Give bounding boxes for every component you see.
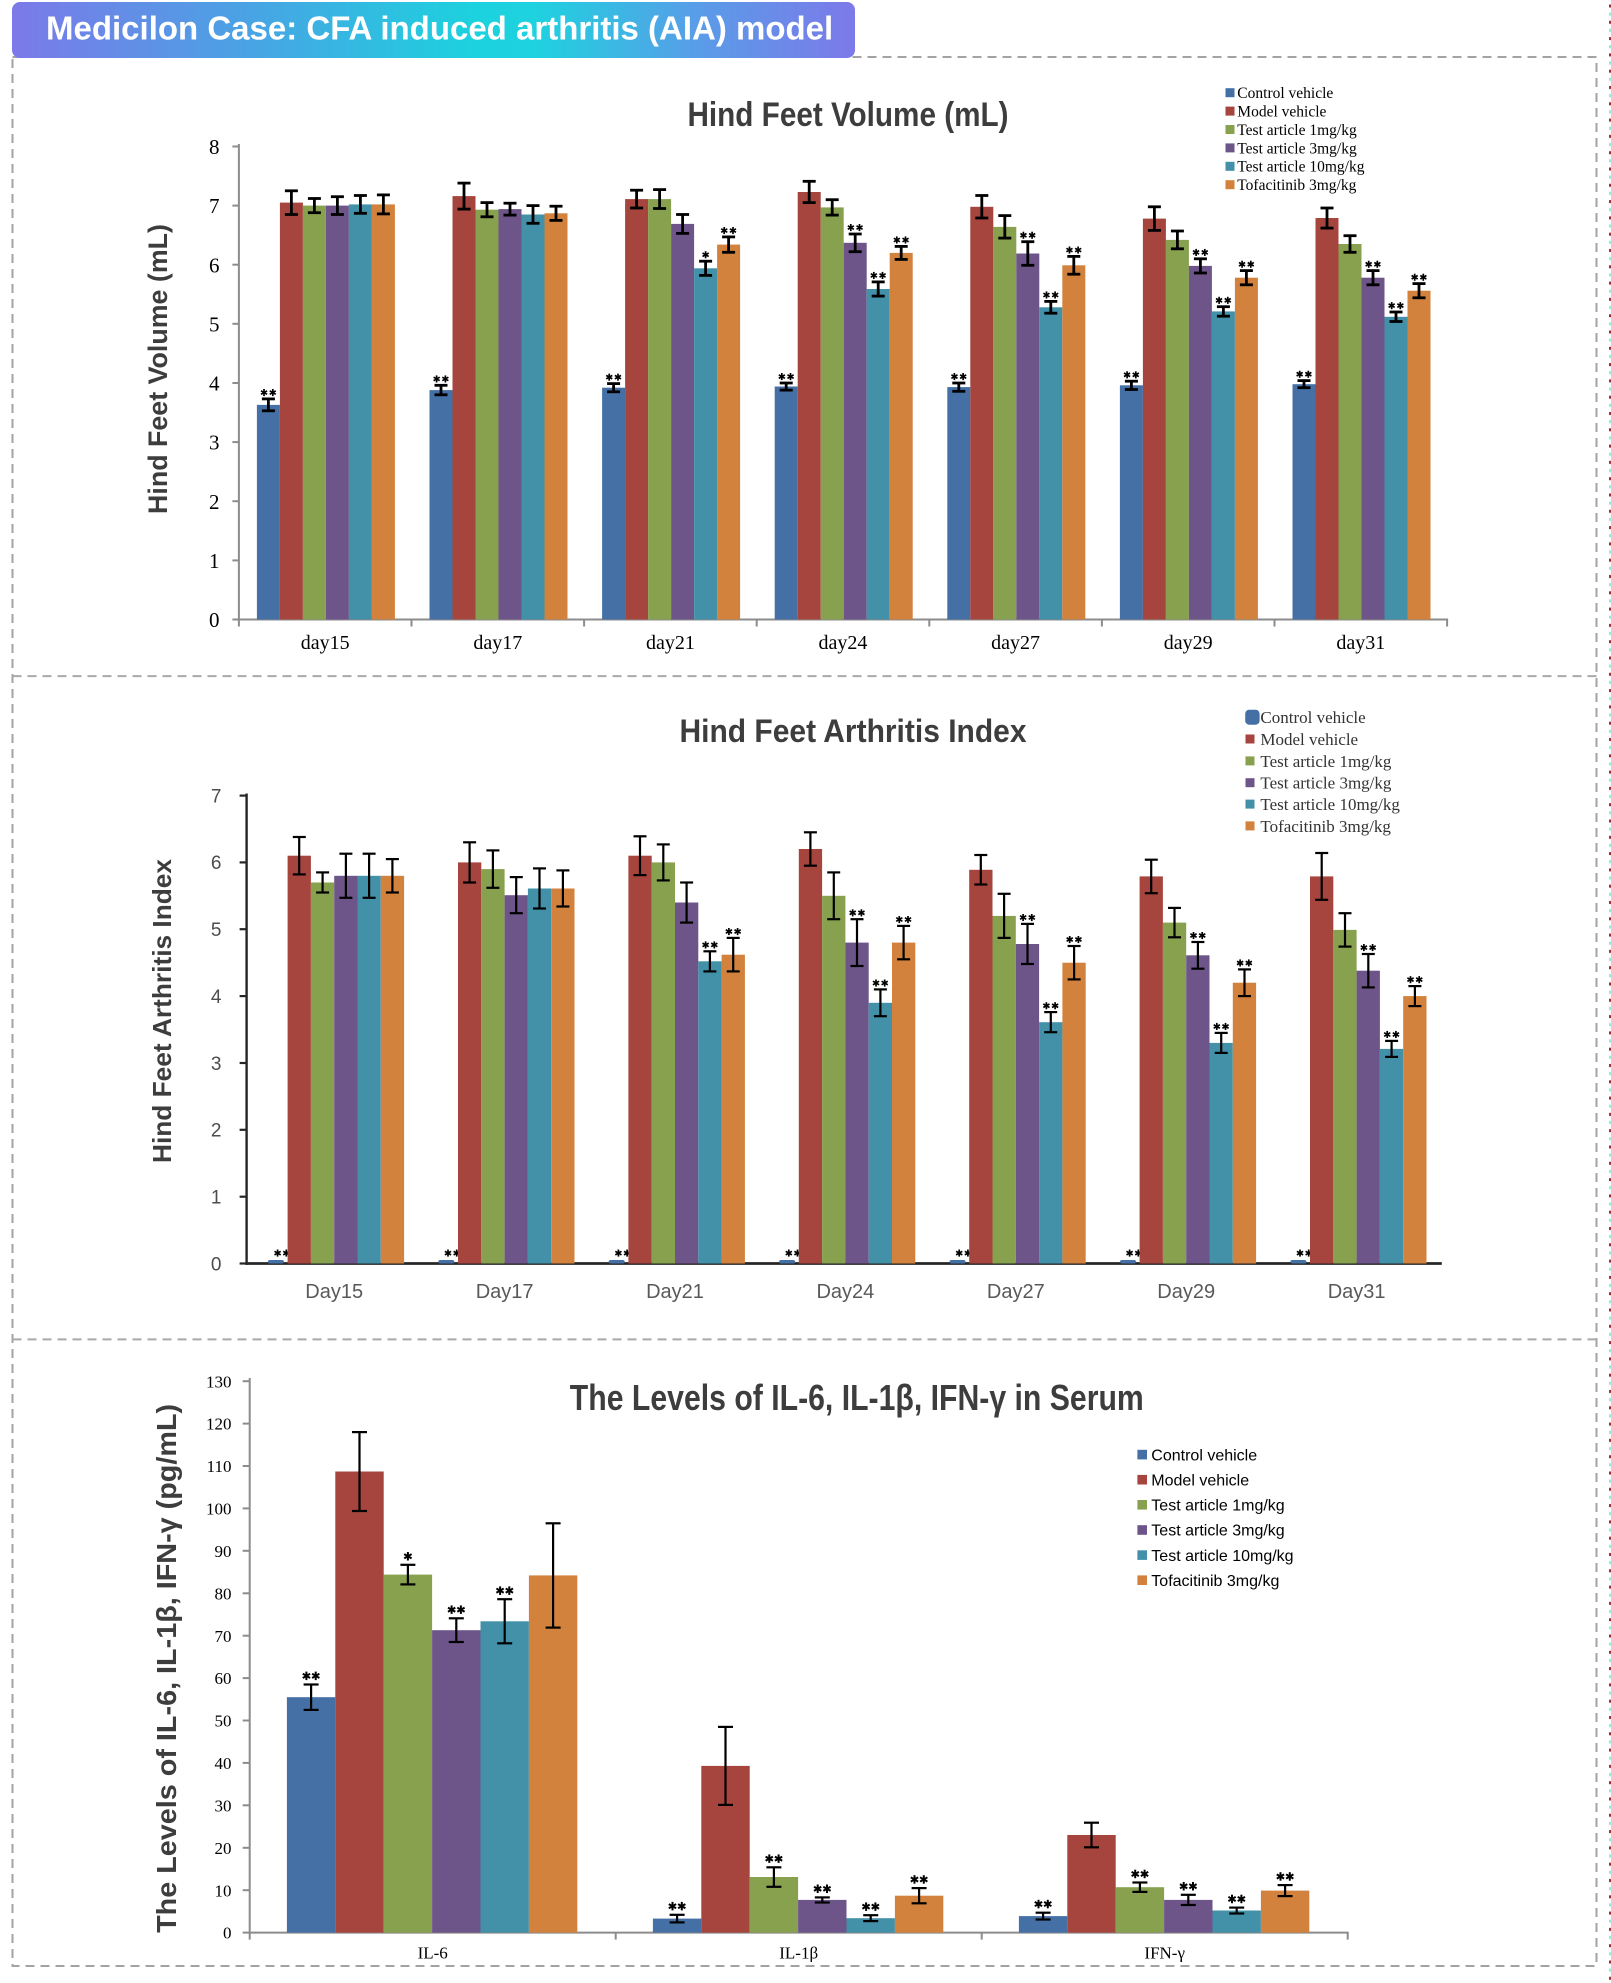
svg-text:Model vehicle: Model vehicle xyxy=(1237,104,1326,121)
svg-text:Test article 10mg/kg: Test article 10mg/kg xyxy=(1237,159,1364,176)
svg-text:0: 0 xyxy=(211,1254,222,1275)
svg-text:Test article 3mg/kg: Test article 3mg/kg xyxy=(1151,1523,1284,1540)
svg-text:5: 5 xyxy=(209,312,220,336)
svg-text:60: 60 xyxy=(215,1669,232,1688)
svg-text:The Levels of IL-6, IL-1β, IFN: The Levels of IL-6, IL-1β, IFN-γ (pg/mL) xyxy=(151,1404,182,1933)
svg-text:day27: day27 xyxy=(991,632,1040,654)
svg-text:Test article 3mg/kg: Test article 3mg/kg xyxy=(1237,140,1357,157)
svg-text:3: 3 xyxy=(211,1054,222,1075)
svg-text:7: 7 xyxy=(211,786,222,807)
svg-text:110: 110 xyxy=(207,1457,232,1476)
svg-text:Tofacitinib 3mg/kg: Tofacitinib 3mg/kg xyxy=(1151,1573,1279,1590)
svg-text:Model vehicle: Model vehicle xyxy=(1151,1472,1249,1489)
svg-text:0: 0 xyxy=(223,1924,232,1943)
svg-text:Hind Feet Arthritis Index: Hind Feet Arthritis Index xyxy=(680,713,1027,749)
svg-text:6: 6 xyxy=(211,853,222,874)
svg-text:8: 8 xyxy=(209,135,220,159)
svg-text:Tofacitinib 3mg/kg: Tofacitinib 3mg/kg xyxy=(1237,177,1356,194)
svg-text:130: 130 xyxy=(206,1372,232,1391)
svg-text:2: 2 xyxy=(211,1121,222,1142)
svg-text:Medicilon Case: CFA induced ar: Medicilon Case: CFA induced arthritis (A… xyxy=(46,10,833,47)
svg-text:100: 100 xyxy=(206,1500,232,1519)
svg-text:1: 1 xyxy=(211,1188,222,1209)
svg-text:80: 80 xyxy=(215,1584,232,1603)
svg-text:20: 20 xyxy=(215,1839,232,1858)
svg-text:3: 3 xyxy=(209,431,220,455)
svg-text:Day29: Day29 xyxy=(1157,1281,1215,1303)
svg-text:day31: day31 xyxy=(1336,632,1385,654)
svg-text:Day24: Day24 xyxy=(816,1281,874,1303)
svg-text:0: 0 xyxy=(209,608,220,632)
svg-text:The Levels of IL-6, IL-1β, IFN: The Levels of IL-6, IL-1β, IFN-γ in Seru… xyxy=(570,1377,1144,1418)
svg-text:Tofacitinib 3mg/kg: Tofacitinib 3mg/kg xyxy=(1260,817,1391,836)
svg-text:50: 50 xyxy=(215,1712,232,1731)
svg-text:Test article 10mg/kg: Test article 10mg/kg xyxy=(1260,795,1400,814)
svg-text:4: 4 xyxy=(211,987,222,1008)
svg-text:Hind Feet Arthritis Index: Hind Feet Arthritis Index xyxy=(147,858,177,1163)
svg-text:day24: day24 xyxy=(819,632,868,654)
svg-text:70: 70 xyxy=(215,1627,232,1646)
svg-text:Test article 3mg/kg: Test article 3mg/kg xyxy=(1260,774,1391,793)
svg-text:Day17: Day17 xyxy=(476,1281,534,1303)
svg-text:Model vehicle: Model vehicle xyxy=(1260,730,1358,749)
svg-text:Test article 1mg/kg: Test article 1mg/kg xyxy=(1260,752,1391,771)
svg-text:IFN-γ: IFN-γ xyxy=(1144,1944,1185,1963)
svg-text:6: 6 xyxy=(209,253,220,277)
svg-text:IL-1β: IL-1β xyxy=(779,1944,818,1963)
svg-text:day21: day21 xyxy=(646,632,695,654)
svg-text:Test article 1mg/kg: Test article 1mg/kg xyxy=(1237,122,1357,139)
svg-text:Control vehicle: Control vehicle xyxy=(1260,708,1365,727)
svg-text:day29: day29 xyxy=(1164,632,1213,654)
svg-text:120: 120 xyxy=(206,1415,232,1434)
svg-text:Test article 1mg/kg: Test article 1mg/kg xyxy=(1151,1498,1284,1515)
svg-text:Day31: Day31 xyxy=(1328,1281,1386,1303)
svg-text:Day15: Day15 xyxy=(305,1281,363,1303)
svg-text:Hind Feet Volume (mL): Hind Feet Volume (mL) xyxy=(143,224,173,514)
svg-text:Control vehicle: Control vehicle xyxy=(1237,85,1333,102)
svg-text:30: 30 xyxy=(215,1796,232,1815)
svg-text:Test article 10mg/kg: Test article 10mg/kg xyxy=(1151,1548,1293,1565)
svg-text:90: 90 xyxy=(215,1542,232,1561)
svg-text:day15: day15 xyxy=(301,632,350,654)
svg-text:IL-6: IL-6 xyxy=(418,1944,448,1963)
svg-text:10: 10 xyxy=(215,1881,232,1900)
svg-text:7: 7 xyxy=(209,194,220,218)
svg-text:Control vehicle: Control vehicle xyxy=(1151,1447,1257,1464)
svg-text:2: 2 xyxy=(209,490,220,514)
svg-text:Day21: Day21 xyxy=(646,1281,704,1303)
svg-text:day17: day17 xyxy=(473,632,522,654)
svg-text:5: 5 xyxy=(211,920,222,941)
svg-text:4: 4 xyxy=(209,372,220,396)
svg-text:1: 1 xyxy=(209,549,220,573)
svg-text:Day27: Day27 xyxy=(987,1281,1045,1303)
svg-text:Hind Feet Volume (mL): Hind Feet Volume (mL) xyxy=(688,96,1009,134)
svg-text:40: 40 xyxy=(215,1754,232,1773)
